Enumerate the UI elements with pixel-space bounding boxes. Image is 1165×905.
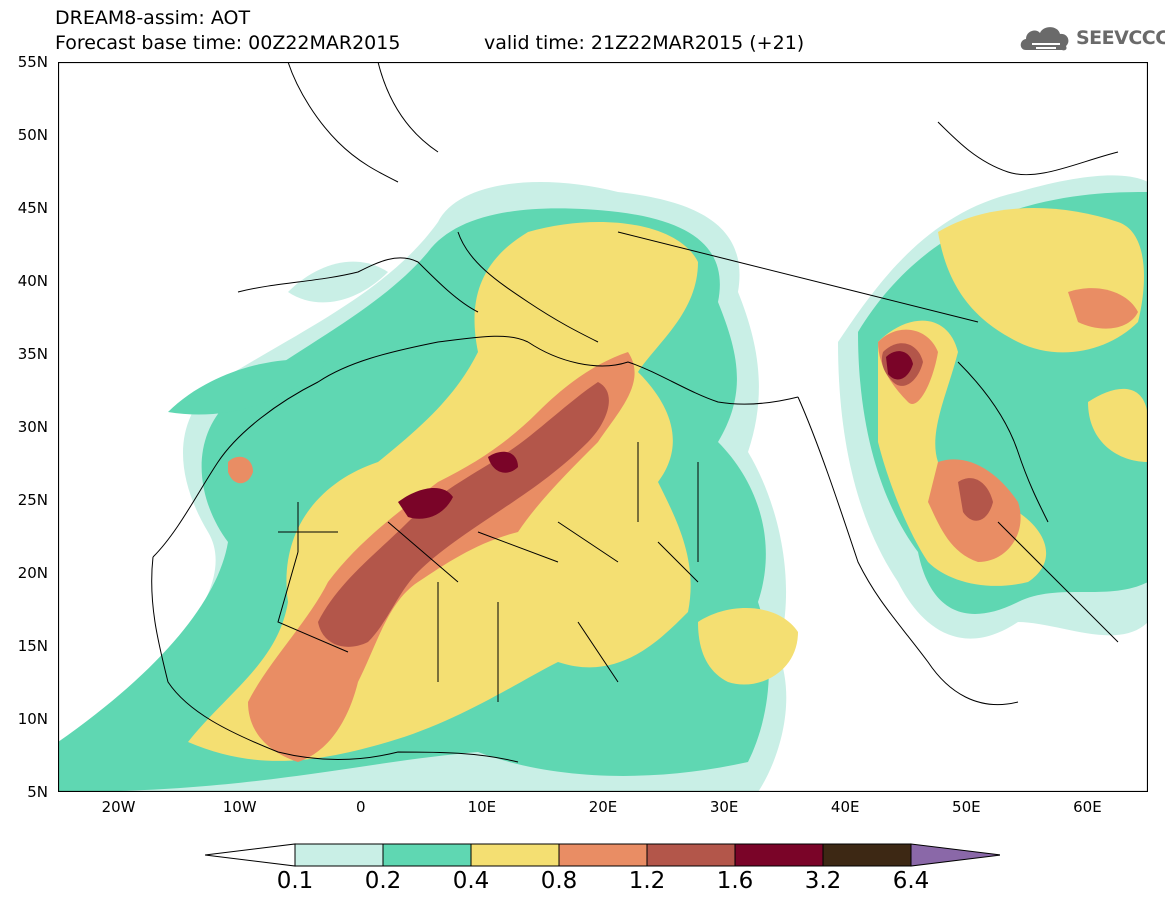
colorbar-high-triangle (910, 843, 1000, 867)
lat-tick-label: 55N (17, 53, 48, 71)
coastlines (151, 62, 1119, 763)
map-border (58, 62, 1148, 792)
aot-map (58, 62, 1148, 792)
forecast-base-time: Forecast base time: 00Z22MAR2015 (55, 32, 401, 54)
colorbar-segment (470, 843, 560, 867)
lat-tick-label: 35N (17, 345, 48, 363)
colorbar-level-label: 0.4 (452, 868, 490, 894)
lat-tick-label: 5N (27, 783, 48, 801)
colorbar-segment (382, 843, 472, 867)
valid-time: valid time: 21Z22MAR2015 (+21) (484, 32, 805, 54)
lon-tick-label: 50E (952, 798, 981, 816)
lon-tick-label: 40E (830, 798, 860, 816)
colorbar-level-label: 3.2 (804, 868, 842, 894)
lon-tick-label: 0 (355, 798, 366, 816)
lat-tick-label: 30N (17, 418, 48, 436)
lat-tick-label: 15N (17, 637, 48, 655)
colorbar-level-label: 1.2 (628, 868, 666, 894)
colorbar-level-label: 1.6 (716, 868, 754, 894)
colorbar-segment (558, 843, 648, 867)
colorbar-low-triangle (205, 843, 296, 867)
aot-colorbar (205, 843, 1000, 867)
colorbar-level-label: 0.1 (276, 868, 314, 894)
lat-tick-label: 20N (17, 564, 48, 582)
lon-tick-label: 10E (467, 798, 497, 816)
lat-tick-label: 25N (17, 491, 48, 509)
map-title: DREAM8-assim: AOT (55, 7, 251, 29)
lon-tick-label: 30E (709, 798, 739, 816)
lat-tick-label: 40N (17, 272, 48, 290)
seevccc-logo: SEEVCCC (1018, 22, 1165, 56)
colorbar-level-label: 0.8 (540, 868, 578, 894)
lat-tick-label: 45N (17, 199, 48, 217)
cloud-icon (1020, 27, 1069, 51)
aot-contours (58, 175, 1148, 792)
lon-tick-label: 10W (222, 798, 257, 816)
colorbar-segment (822, 843, 912, 867)
colorbar-segment (294, 843, 384, 867)
colorbar-level-label: 6.4 (892, 868, 930, 894)
colorbar-level-label: 0.2 (364, 868, 402, 894)
lon-tick-label: 60E (1073, 798, 1102, 816)
aot-band-1.6 (398, 351, 913, 519)
colorbar-segment (734, 843, 824, 867)
colorbar-segment (646, 843, 736, 867)
logo-text: SEEVCCC (1076, 27, 1165, 49)
lon-tick-label: 20W (101, 798, 136, 816)
lat-tick-label: 10N (17, 710, 48, 728)
lat-tick-label: 50N (17, 126, 48, 144)
lon-tick-label: 20E (588, 798, 618, 816)
